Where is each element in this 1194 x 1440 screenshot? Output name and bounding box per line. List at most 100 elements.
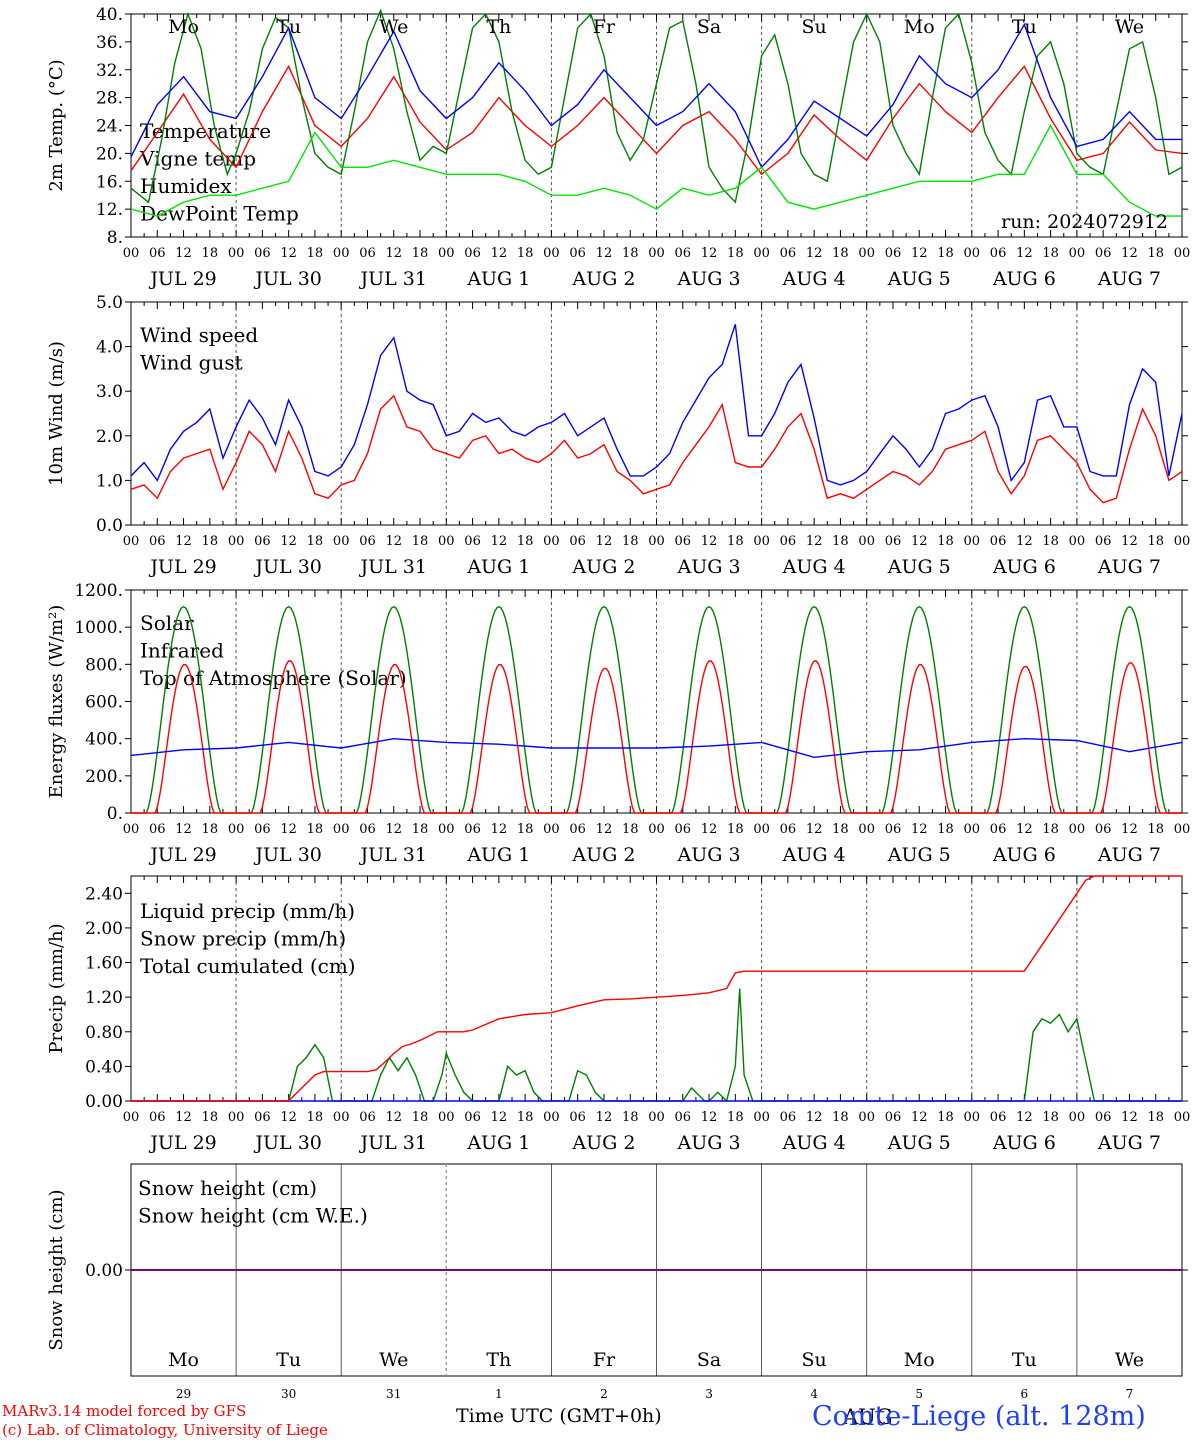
- legend-entry: Liquid precip (mm/h): [140, 899, 355, 923]
- weekday-label-bottom: We: [1115, 1349, 1144, 1371]
- weekday-label-bottom: Fr: [593, 1349, 616, 1371]
- hour-tick-label: 18: [412, 534, 429, 549]
- hour-tick-label: 06: [149, 534, 166, 549]
- hour-tick-label: 00: [858, 534, 875, 549]
- hour-tick-label: 06: [990, 246, 1007, 261]
- hour-tick-label: 06: [359, 822, 376, 837]
- hour-tick-label: 18: [307, 822, 324, 837]
- hour-tick-label: 12: [175, 1110, 192, 1125]
- infrared-series: [130, 737, 1183, 759]
- date-label: AUG 3: [677, 268, 741, 290]
- hour-tick-label: 06: [464, 822, 481, 837]
- hour-tick-label: 06: [780, 534, 797, 549]
- hour-tick-label: 00: [543, 822, 560, 837]
- hour-tick-label: 12: [385, 246, 402, 261]
- hour-tick-label: 18: [937, 534, 954, 549]
- y-axis-title: Energy fluxes (W/m²): [46, 605, 67, 799]
- hour-tick-label: 12: [491, 822, 508, 837]
- hour-tick-label: 06: [990, 822, 1007, 837]
- hour-tick-label: 18: [1042, 246, 1059, 261]
- hour-tick-label: 18: [937, 1110, 954, 1125]
- date-label: AUG 3: [677, 844, 741, 866]
- hour-tick-label: 12: [1016, 246, 1033, 261]
- day-of-month-label: 29: [176, 1387, 191, 1401]
- legend-entry: Wind gust: [140, 351, 243, 375]
- hour-tick-label: 18: [727, 534, 744, 549]
- date-label: JUL 31: [359, 268, 427, 290]
- station-label: Comte-Liege (alt. 128m): [812, 1401, 1146, 1432]
- date-label: AUG 2: [571, 844, 635, 866]
- date-label: AUG 7: [1097, 556, 1161, 578]
- hour-tick-label: 00: [753, 534, 770, 549]
- day-of-month-label: 30: [281, 1387, 296, 1401]
- date-label: JUL 29: [148, 556, 216, 578]
- hour-tick-label: 06: [464, 246, 481, 261]
- hour-tick-label: 06: [464, 1110, 481, 1125]
- hour-tick-label: 18: [202, 1110, 219, 1125]
- series-2-1: [130, 394, 1183, 504]
- hour-tick-label: 12: [1121, 246, 1138, 261]
- hour-tick-label: 18: [622, 246, 639, 261]
- y-tick-label: 1000.: [74, 618, 123, 638]
- hour-tick-label: 12: [701, 822, 718, 837]
- credit-line-1: MARv3.14 model forced by GFS: [2, 1402, 247, 1420]
- y-tick-label: 600.: [85, 693, 123, 713]
- weekday-label-top: Sa: [697, 16, 721, 38]
- weekday-label-bottom: Tu: [276, 1349, 301, 1371]
- hour-tick-label: 18: [727, 1110, 744, 1125]
- date-label: AUG 7: [1097, 268, 1161, 290]
- y-tick-label: 2.0: [96, 427, 123, 447]
- hour-tick-label: 12: [806, 822, 823, 837]
- hour-tick-label: 00: [1174, 534, 1191, 549]
- date-label: AUG 4: [782, 1132, 846, 1154]
- hour-tick-label: 12: [596, 822, 613, 837]
- hour-tick-label: 18: [622, 1110, 639, 1125]
- hour-tick-label: 06: [990, 534, 1007, 549]
- hour-tick-label: 00: [964, 1110, 981, 1125]
- date-label: JUL 31: [359, 1132, 427, 1154]
- weekday-label-bottom: Mo: [904, 1349, 935, 1371]
- hour-tick-label: 00: [228, 822, 245, 837]
- hour-tick-label: 06: [569, 246, 586, 261]
- hour-tick-label: 12: [1016, 822, 1033, 837]
- weekday-label-bottom: Mo: [168, 1349, 199, 1371]
- hour-tick-label: 12: [491, 534, 508, 549]
- hour-tick-label: 00: [964, 246, 981, 261]
- date-label: AUG 7: [1097, 844, 1161, 866]
- hour-tick-label: 12: [1016, 534, 1033, 549]
- hour-tick-label: 12: [911, 822, 928, 837]
- y-tick-label: 40.: [96, 5, 123, 25]
- hour-tick-label: 18: [202, 246, 219, 261]
- hour-tick-label: 06: [885, 246, 902, 261]
- hour-tick-label: 00: [123, 1110, 140, 1125]
- y-tick-label: 400.: [85, 730, 123, 750]
- hour-tick-label: 12: [1121, 822, 1138, 837]
- hour-tick-label: 18: [412, 246, 429, 261]
- hour-tick-label: 18: [622, 534, 639, 549]
- hour-tick-label: 00: [333, 534, 350, 549]
- y-tick-label: 12.: [96, 200, 123, 220]
- legend-entry: Snow height (cm W.E.): [138, 1204, 368, 1228]
- y-axis-title: 2m Temp. (°C): [46, 59, 67, 191]
- y-tick-label: 0.0: [96, 516, 123, 536]
- date-label: AUG 7: [1097, 1132, 1161, 1154]
- date-label: JUL 29: [148, 268, 216, 290]
- hour-tick-label: 00: [1069, 822, 1086, 837]
- y-tick-label: 5.0: [96, 293, 123, 313]
- y-axis-title: 10m Wind (m/s): [46, 341, 67, 486]
- panel-frame-3: [130, 589, 1183, 814]
- series-1-1: [130, 64, 1183, 176]
- hour-tick-label: 06: [675, 534, 692, 549]
- hour-tick-label: 06: [464, 534, 481, 549]
- hour-tick-label: 12: [596, 534, 613, 549]
- date-label: AUG 1: [466, 1132, 530, 1154]
- date-label: AUG 2: [571, 268, 635, 290]
- hour-tick-label: 12: [175, 246, 192, 261]
- hour-tick-label: 06: [149, 822, 166, 837]
- date-label: AUG 3: [677, 1132, 741, 1154]
- hour-tick-label: 00: [123, 246, 140, 261]
- weekday-label-top: Tu: [1012, 16, 1037, 38]
- hour-tick-label: 00: [333, 1110, 350, 1125]
- hour-tick-label: 18: [1147, 822, 1164, 837]
